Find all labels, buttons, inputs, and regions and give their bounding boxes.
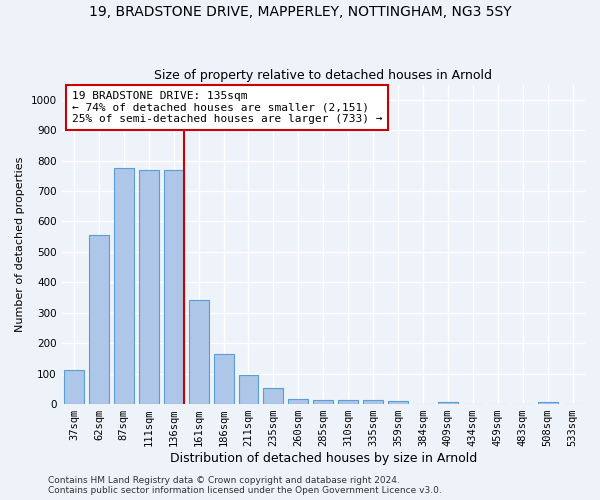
- Text: Contains HM Land Registry data © Crown copyright and database right 2024.
Contai: Contains HM Land Registry data © Crown c…: [48, 476, 442, 495]
- Bar: [538, 402, 557, 404]
- Bar: [239, 374, 259, 404]
- Text: 19 BRADSTONE DRIVE: 135sqm
← 74% of detached houses are smaller (2,151)
25% of s: 19 BRADSTONE DRIVE: 135sqm ← 74% of deta…: [72, 91, 383, 124]
- Bar: [188, 300, 209, 404]
- Bar: [313, 400, 333, 404]
- Bar: [89, 234, 109, 404]
- Bar: [214, 354, 233, 404]
- Bar: [114, 168, 134, 404]
- Text: 19, BRADSTONE DRIVE, MAPPERLEY, NOTTINGHAM, NG3 5SY: 19, BRADSTONE DRIVE, MAPPERLEY, NOTTINGH…: [89, 5, 511, 19]
- Bar: [164, 170, 184, 404]
- Y-axis label: Number of detached properties: Number of detached properties: [15, 156, 25, 332]
- Bar: [338, 400, 358, 404]
- Bar: [363, 400, 383, 404]
- Bar: [289, 398, 308, 404]
- Bar: [139, 170, 159, 404]
- Bar: [388, 401, 408, 404]
- Bar: [438, 402, 458, 404]
- X-axis label: Distribution of detached houses by size in Arnold: Distribution of detached houses by size …: [170, 452, 477, 465]
- Bar: [263, 388, 283, 404]
- Bar: [64, 370, 84, 404]
- Title: Size of property relative to detached houses in Arnold: Size of property relative to detached ho…: [154, 69, 492, 82]
